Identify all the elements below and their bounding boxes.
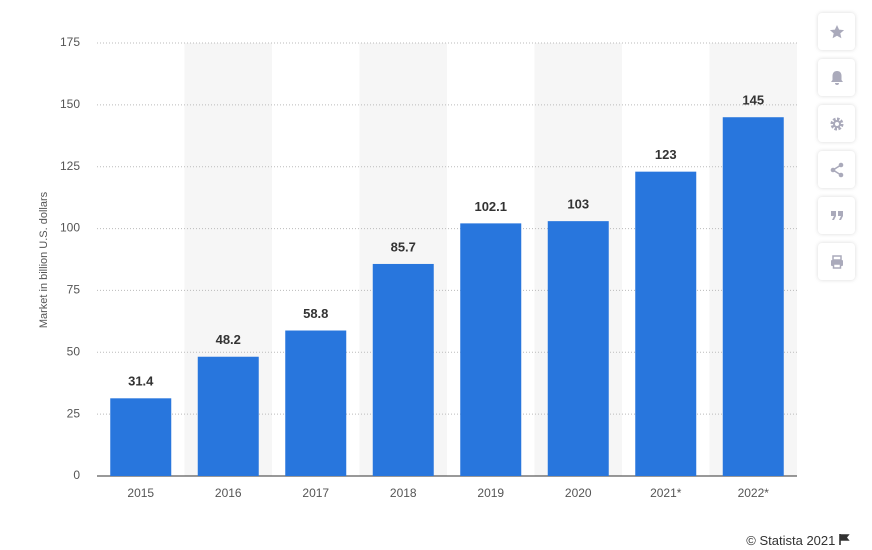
y-axis-label: Market in billion U.S. dollars: [38, 191, 50, 328]
credit[interactable]: © Statista 2021: [746, 533, 850, 548]
y-tick-label: 150: [60, 97, 80, 111]
y-tick-label: 100: [60, 221, 80, 235]
value-label: 103: [567, 197, 589, 212]
gear-icon: [830, 117, 843, 130]
credit-text: © Statista 2021: [746, 533, 836, 548]
x-tick-label: 2015: [127, 486, 154, 500]
print-icon: [830, 254, 843, 269]
x-tick-label: 2016: [215, 486, 242, 500]
value-label: 123: [655, 147, 677, 162]
bar: [460, 223, 522, 476]
value-label: 85.7: [391, 239, 416, 254]
quote-icon: [830, 210, 843, 220]
bar: [547, 221, 609, 476]
value-label: 102.1: [474, 199, 507, 214]
cite-button[interactable]: [818, 197, 855, 234]
y-tick-label: 25: [67, 406, 81, 420]
bar: [372, 263, 434, 476]
x-tick-label: 2019: [477, 486, 504, 500]
share-icon: [830, 162, 843, 177]
bar: [197, 356, 259, 476]
y-tick-label: 175: [60, 35, 80, 49]
value-label: 31.4: [128, 374, 154, 389]
chart: Market in billion U.S. dollars 0 25 50 75 10…: [38, 35, 797, 500]
print-button[interactable]: [818, 243, 855, 280]
bar: [635, 171, 697, 477]
star-icon: [829, 24, 844, 38]
notification-button[interactable]: [818, 59, 855, 96]
x-tick-label: 2022*: [738, 486, 770, 500]
x-tick-label: 2020: [565, 486, 592, 500]
value-label: 48.2: [216, 332, 241, 347]
bar: [110, 398, 172, 476]
bar: [285, 330, 347, 476]
bar: [722, 117, 784, 476]
y-tick-label: 0: [73, 468, 80, 482]
x-tick-label: 2017: [302, 486, 329, 500]
share-button[interactable]: [818, 151, 855, 188]
x-tick-label: 2021*: [650, 486, 682, 500]
y-tick-label: 75: [67, 283, 81, 297]
y-tick-label: 50: [67, 344, 81, 358]
bell-icon: [830, 70, 843, 85]
flag-icon: [839, 534, 850, 545]
x-tick-label: 2018: [390, 486, 417, 500]
y-tick-label: 125: [60, 159, 80, 173]
value-label: 145: [742, 93, 764, 108]
value-label: 58.8: [303, 306, 328, 321]
favorite-button[interactable]: [818, 13, 855, 50]
settings-button[interactable]: [818, 105, 855, 142]
